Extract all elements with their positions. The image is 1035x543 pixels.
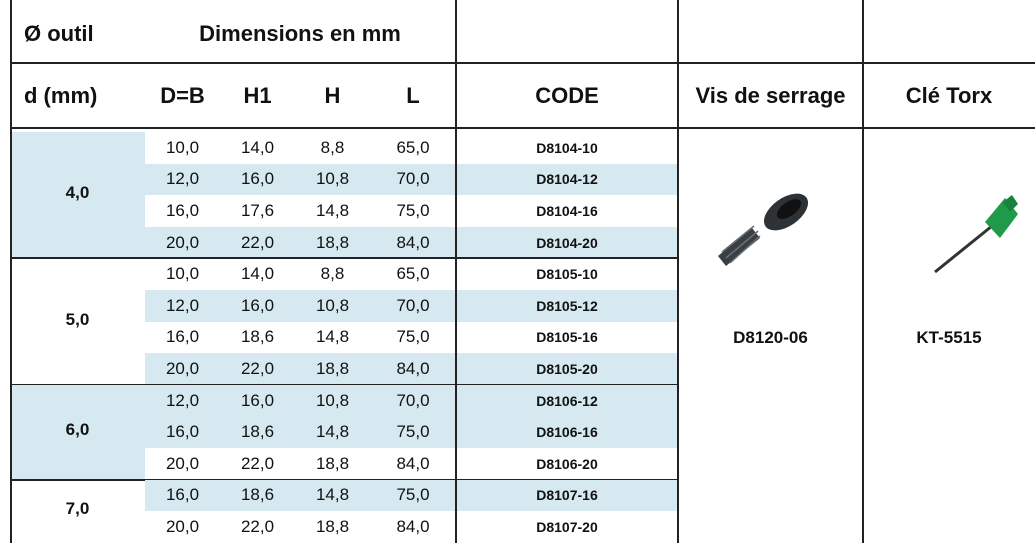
page: Ø outilDimensions en mmd (mm)D=BH1HLCODE…	[0, 0, 1035, 543]
screw-icon	[718, 186, 815, 266]
torx-key-icon	[935, 195, 1018, 272]
icons	[0, 0, 1035, 543]
